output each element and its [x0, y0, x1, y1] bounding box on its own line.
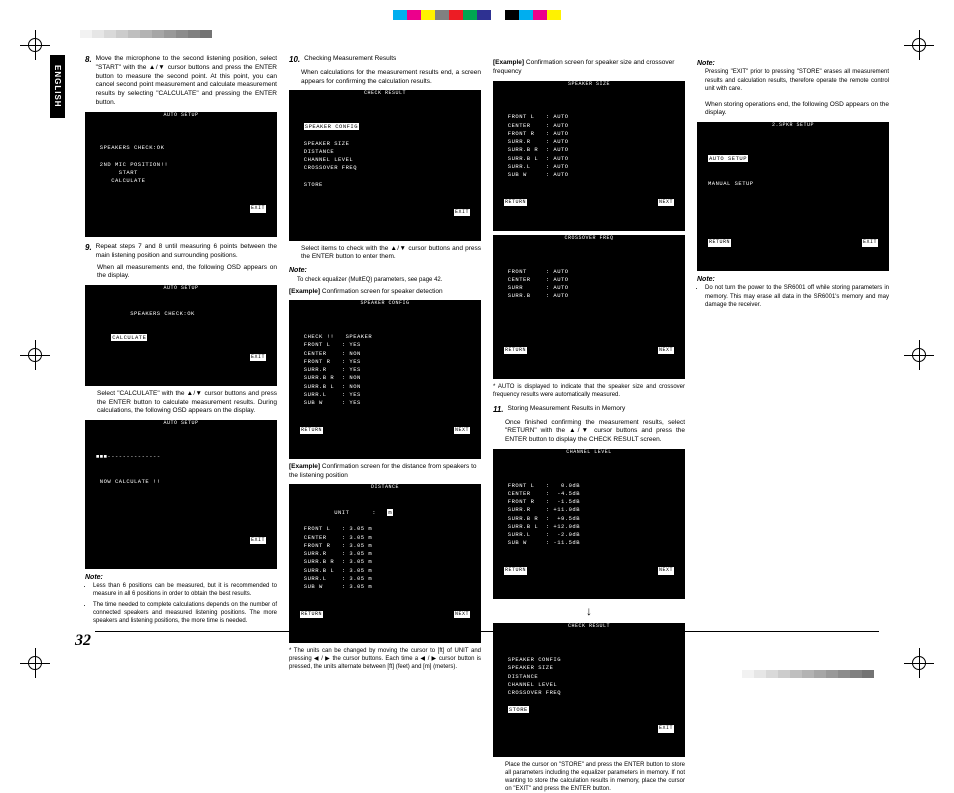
osd-screen: AUTO SETUP SPEAKERS CHECK:OK CALCULATE E… [85, 285, 277, 386]
column-3: [Example] Confirmation screen for speake… [493, 55, 685, 793]
registration-mark [904, 648, 934, 678]
column-1: 8. Move the microphone to the second lis… [85, 55, 277, 793]
example-label: [Example] [Example] Confirmation screen … [289, 288, 481, 297]
arrow-down-icon: ↓ [493, 603, 685, 619]
step-text: Storing Measurement Results in Memory [508, 405, 685, 416]
osd-screen: SPEAKER SIZE FRONT L : AUTO CENTER : AUT… [493, 81, 685, 231]
step-number: 10. [289, 55, 300, 66]
page-number: 32 [75, 632, 91, 650]
note-heading: Note: [85, 573, 277, 582]
registration-mark [904, 30, 934, 60]
language-tab: ENGLISH [50, 55, 65, 118]
step-number: 11. [493, 405, 504, 416]
osd-screen: SPEAKER CONFIG CHECK !! SPEAKER FRONT L … [289, 300, 481, 459]
step-text: Repeat steps 7 and 8 until measuring 6 p… [96, 243, 277, 261]
color-registration-bar [393, 10, 561, 20]
osd-screen: AUTO SETUP ■■■-------------- NOW CALCULA… [85, 420, 277, 569]
osd-screen: 2.SPKR SETUP AUTO SETUP MANUAL SETUP RET… [697, 122, 889, 271]
grayscale-bar-top [80, 30, 212, 38]
note-item: Do not turn the power to the SR6001 off … [705, 284, 889, 308]
column-4: Note: Pressing "EXIT" prior to pressing … [697, 55, 889, 793]
step-text: Checking Measurement Results [304, 55, 481, 66]
footer-rule [95, 631, 879, 632]
registration-mark [20, 648, 50, 678]
osd-screen: CHECK RESULT SPEAKER CONFIG SPEAKER SIZE… [289, 90, 481, 240]
example-label: [Example] Confirmation screen for speake… [493, 59, 685, 77]
note-heading: Note: [697, 59, 889, 68]
example-label: [Example] Confirmation screen for the di… [289, 463, 481, 481]
page-content: ENGLISH 8. Move the microphone to the se… [65, 55, 889, 650]
osd-screen: CHECK RESULT SPEAKER CONFIG SPEAKER SIZE… [493, 623, 685, 757]
step-text: Move the microphone to the second listen… [96, 55, 277, 108]
registration-mark [20, 340, 50, 370]
column-2: 10. Checking Measurement Results When ca… [289, 55, 481, 793]
osd-screen: AUTO SETUP SPEAKERS CHECK:OK 2ND MIC POS… [85, 112, 277, 238]
note-item: Less than 6 positions can be measured, b… [93, 582, 277, 598]
note-heading: Note: [289, 266, 481, 275]
step-number: 8. [85, 55, 92, 108]
note-heading: Note: [697, 275, 889, 284]
osd-screen: CROSSOVER FREQ FRONT : AUTO CENTER : AUT… [493, 235, 685, 379]
note-item: The time needed to complete calculations… [93, 601, 277, 625]
osd-screen: CHANNEL LEVEL FRONT L : 0.0dB CENTER : -… [493, 449, 685, 599]
osd-screen: DISTANCE UNIT : m FRONT L : 3.05 m CENTE… [289, 484, 481, 643]
step-number: 9. [85, 243, 92, 261]
registration-mark [904, 340, 934, 370]
registration-mark [20, 30, 50, 60]
